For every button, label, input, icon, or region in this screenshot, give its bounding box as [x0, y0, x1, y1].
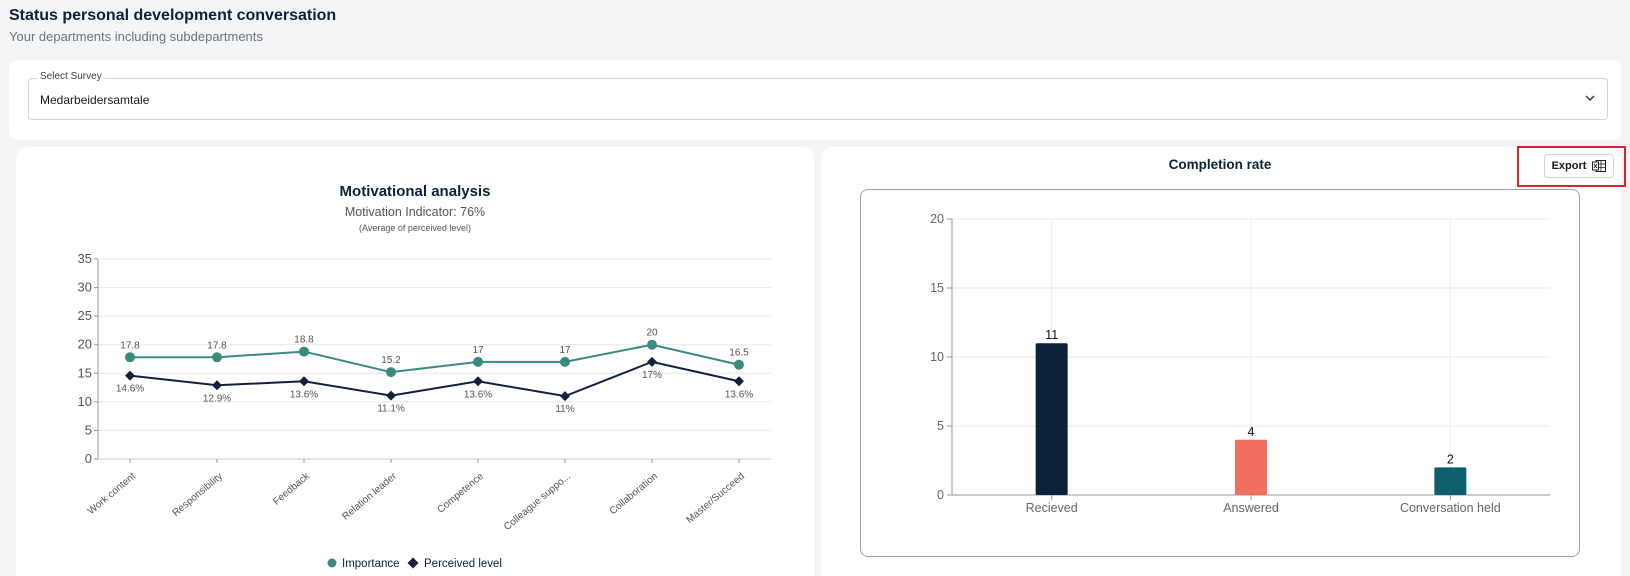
- survey-select-value: Medarbeidersamtale: [40, 93, 150, 107]
- export-button[interactable]: Export: [1544, 154, 1614, 178]
- page-subtitle: Your departments including subdepartment…: [9, 29, 263, 44]
- survey-select[interactable]: Select Survey Medarbeidersamtale: [28, 71, 1608, 120]
- chevron-down-icon: [1585, 95, 1595, 102]
- completion-chart-frame: [860, 189, 1580, 557]
- excel-icon: [1592, 160, 1607, 172]
- export-label: Export: [1551, 160, 1587, 172]
- survey-card: Select Survey Medarbeidersamtale: [9, 60, 1621, 140]
- survey-select-label: Select Survey: [37, 71, 105, 82]
- page-title: Status personal development conversation: [9, 7, 337, 24]
- export-highlight: [1517, 146, 1626, 187]
- motivation-card: [16, 147, 814, 576]
